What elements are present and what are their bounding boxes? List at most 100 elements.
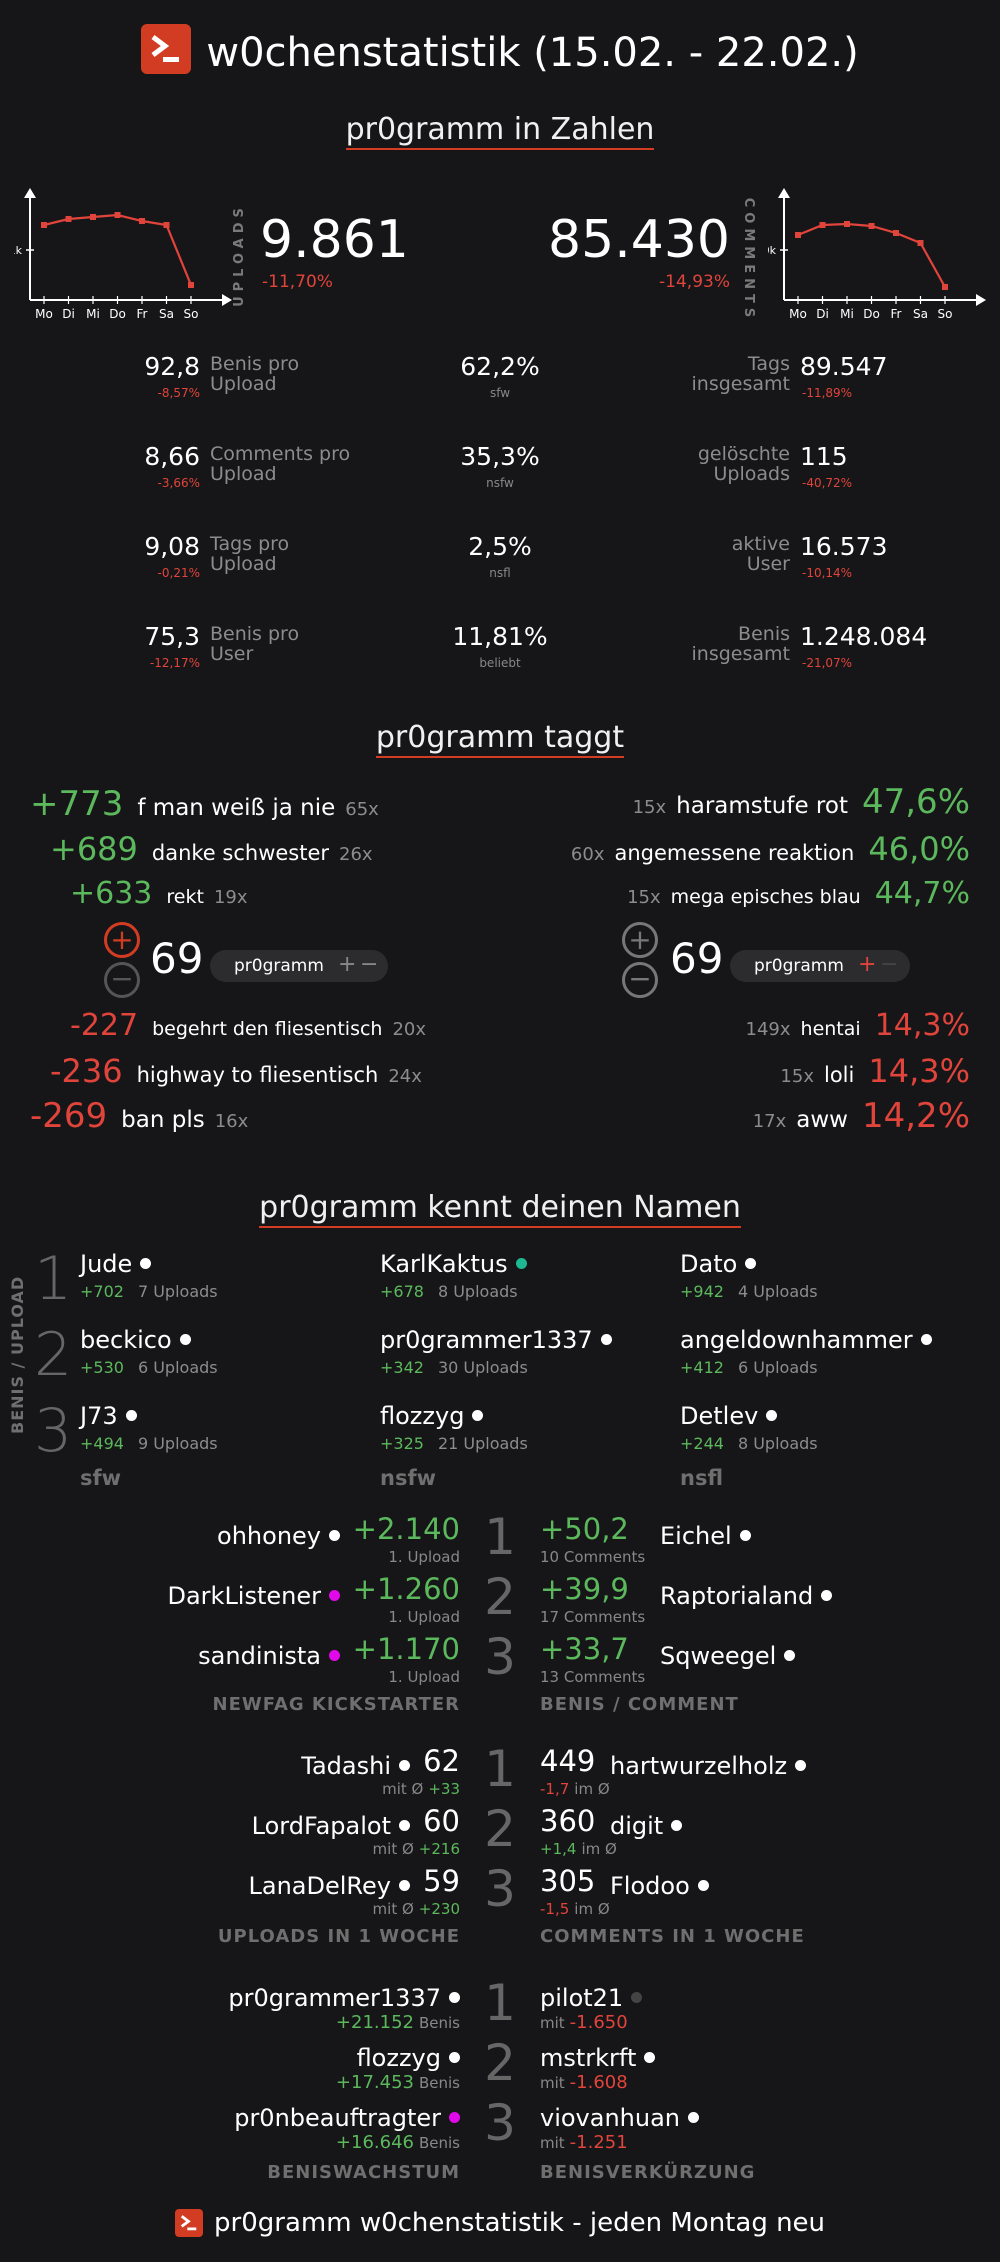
tag-label: danke schwester [151,841,330,865]
chart-y-arrow [778,188,790,198]
stat-sub-label: beliebt [479,656,521,670]
tag-plus-icon[interactable]: + [858,952,877,977]
tag-pill: pr0gramm + − [730,950,910,982]
tag-count: 15x [632,797,667,818]
user-name-text: digit [610,1812,664,1840]
tag-count: 60x [570,844,605,865]
user-status-dot [449,2051,460,2063]
benis-value: +17.453 [335,2072,414,2093]
rank-number: 2 [34,1320,73,1390]
user-name-text: sandinista [198,1642,321,1670]
rank-number: 1 [484,1740,516,1798]
user-name: ohhoney [100,1522,340,1550]
chart-point [795,232,801,238]
avg-value: +33 [428,1780,460,1798]
user-sub: +494 9 Uploads [80,1434,218,1453]
vote-score: 69 [150,934,204,983]
rank-number: 2 [484,1800,516,1858]
tag-percent: 47,6% [861,782,970,822]
tag-label: ban pls [121,1107,205,1133]
user-name-text: Tadashi [301,1752,391,1780]
user-name-text: viovanhuan [540,2104,681,2132]
upvote-icon[interactable]: + [104,922,140,958]
tag-score: +773 [30,784,124,824]
user-name-text: beckico [80,1326,172,1354]
tag-row: 15x loli 14,3% [450,1052,970,1090]
user-name: angeldownhammer [680,1326,932,1354]
chart-x-tick-label: Sa [159,307,174,320]
stat-label: Upload [210,463,277,485]
header: w0chenstatistik (15.02. - 22.02.) [0,24,1000,78]
tag-count: 26x [339,844,373,865]
user-name: Eichel [660,1522,751,1550]
metric-sub: +21.152 Benis [200,2012,460,2033]
tag-minus-icon[interactable]: − [880,952,899,977]
tag-plus-icon[interactable]: + [338,952,357,977]
tag-label: rekt [166,886,204,908]
user-name: flozzyg [380,1402,484,1430]
avg-prefix: mit Ø [372,1900,414,1918]
chart-point [41,222,47,228]
block-label: BENIS / COMMENT [540,1694,739,1715]
section-title-zahlen: pr0gramm in Zahlen [0,112,1000,150]
tag-row: -269 ban pls 16x [30,1096,248,1136]
user-name: hartwurzelholz [610,1752,807,1780]
uploads-total: 9.861 [260,210,409,270]
user-status-dot [920,1333,932,1345]
user-name: mstrkrft [540,2044,656,2072]
tag-percent: 14,3% [874,1008,970,1043]
tag-label: angemessene reaktion [614,841,855,865]
metric-sub: -1,5 im Ø [540,1900,610,1918]
tag-pill: pr0gramm + − [210,950,388,982]
metric-sub: mit Ø +33 [260,1780,460,1798]
chart-x-tick-label: Mo [35,307,53,320]
stat-label: Benis [738,623,790,645]
user-name: Jude [80,1250,152,1278]
tag-minus-icon[interactable]: − [360,952,379,977]
page-title: w0chenstatistik (15.02. - 22.02.) [206,30,859,76]
stat-delta: -12,17% [149,656,200,670]
downvote-icon[interactable]: − [622,962,658,998]
block-label: NEWFAG KICKSTARTER [212,1694,460,1715]
stat-label: User [210,643,254,665]
section-title-namen: pr0gramm kennt deinen Namen [0,1190,1000,1228]
user-uploads: 6 Uploads [137,1358,218,1377]
category-label: nsfl [680,1466,724,1490]
chart-x-tick-label: Mi [840,307,854,320]
stat-delta: -10,14% [802,566,853,580]
user-name: KarlKaktus [380,1250,527,1278]
stat-value: 92,8 [144,352,200,381]
user-name: Flodoo [610,1872,709,1900]
user-benis: +244 [680,1434,724,1453]
tag-label: highway to fliesentisch [136,1063,379,1087]
metric-sub: 1. Upload [388,1668,460,1686]
stat-label: User [746,553,790,575]
stat-delta: -8,57% [157,386,200,400]
chart-point [90,214,96,220]
tag-label: f man weiß ja nie [137,795,336,821]
rank-number: 1 [34,1244,73,1314]
avg-value: +230 [418,1900,460,1918]
chart-point [139,218,145,224]
metric-value: +50,2 [540,1512,629,1546]
rank-number: 1 [484,1508,516,1566]
benis-value: +21.152 [335,2012,414,2033]
user-name-text: Dato [680,1250,738,1278]
metric-sub: +16.646 Benis [200,2132,460,2153]
user-status-dot [515,1257,527,1269]
stat-label: Upload [210,553,277,575]
user-status-dot [449,2111,460,2123]
user-status-dot [329,1589,340,1601]
user-name-text: Sqweegel [660,1642,777,1670]
stat-label: Upload [210,373,277,395]
avg-suffix: im Ø [574,1780,610,1798]
metric-value: +39,9 [540,1572,629,1606]
chart-point [893,230,899,236]
upvote-icon[interactable]: + [622,922,658,958]
downvote-icon[interactable]: − [104,962,140,998]
user-status-dot [745,1257,757,1269]
user-benis: +412 [680,1358,724,1377]
user-name-text: flozzyg [356,2044,441,2072]
metric-value: 59 [423,1864,460,1898]
user-status-dot [179,1333,191,1345]
